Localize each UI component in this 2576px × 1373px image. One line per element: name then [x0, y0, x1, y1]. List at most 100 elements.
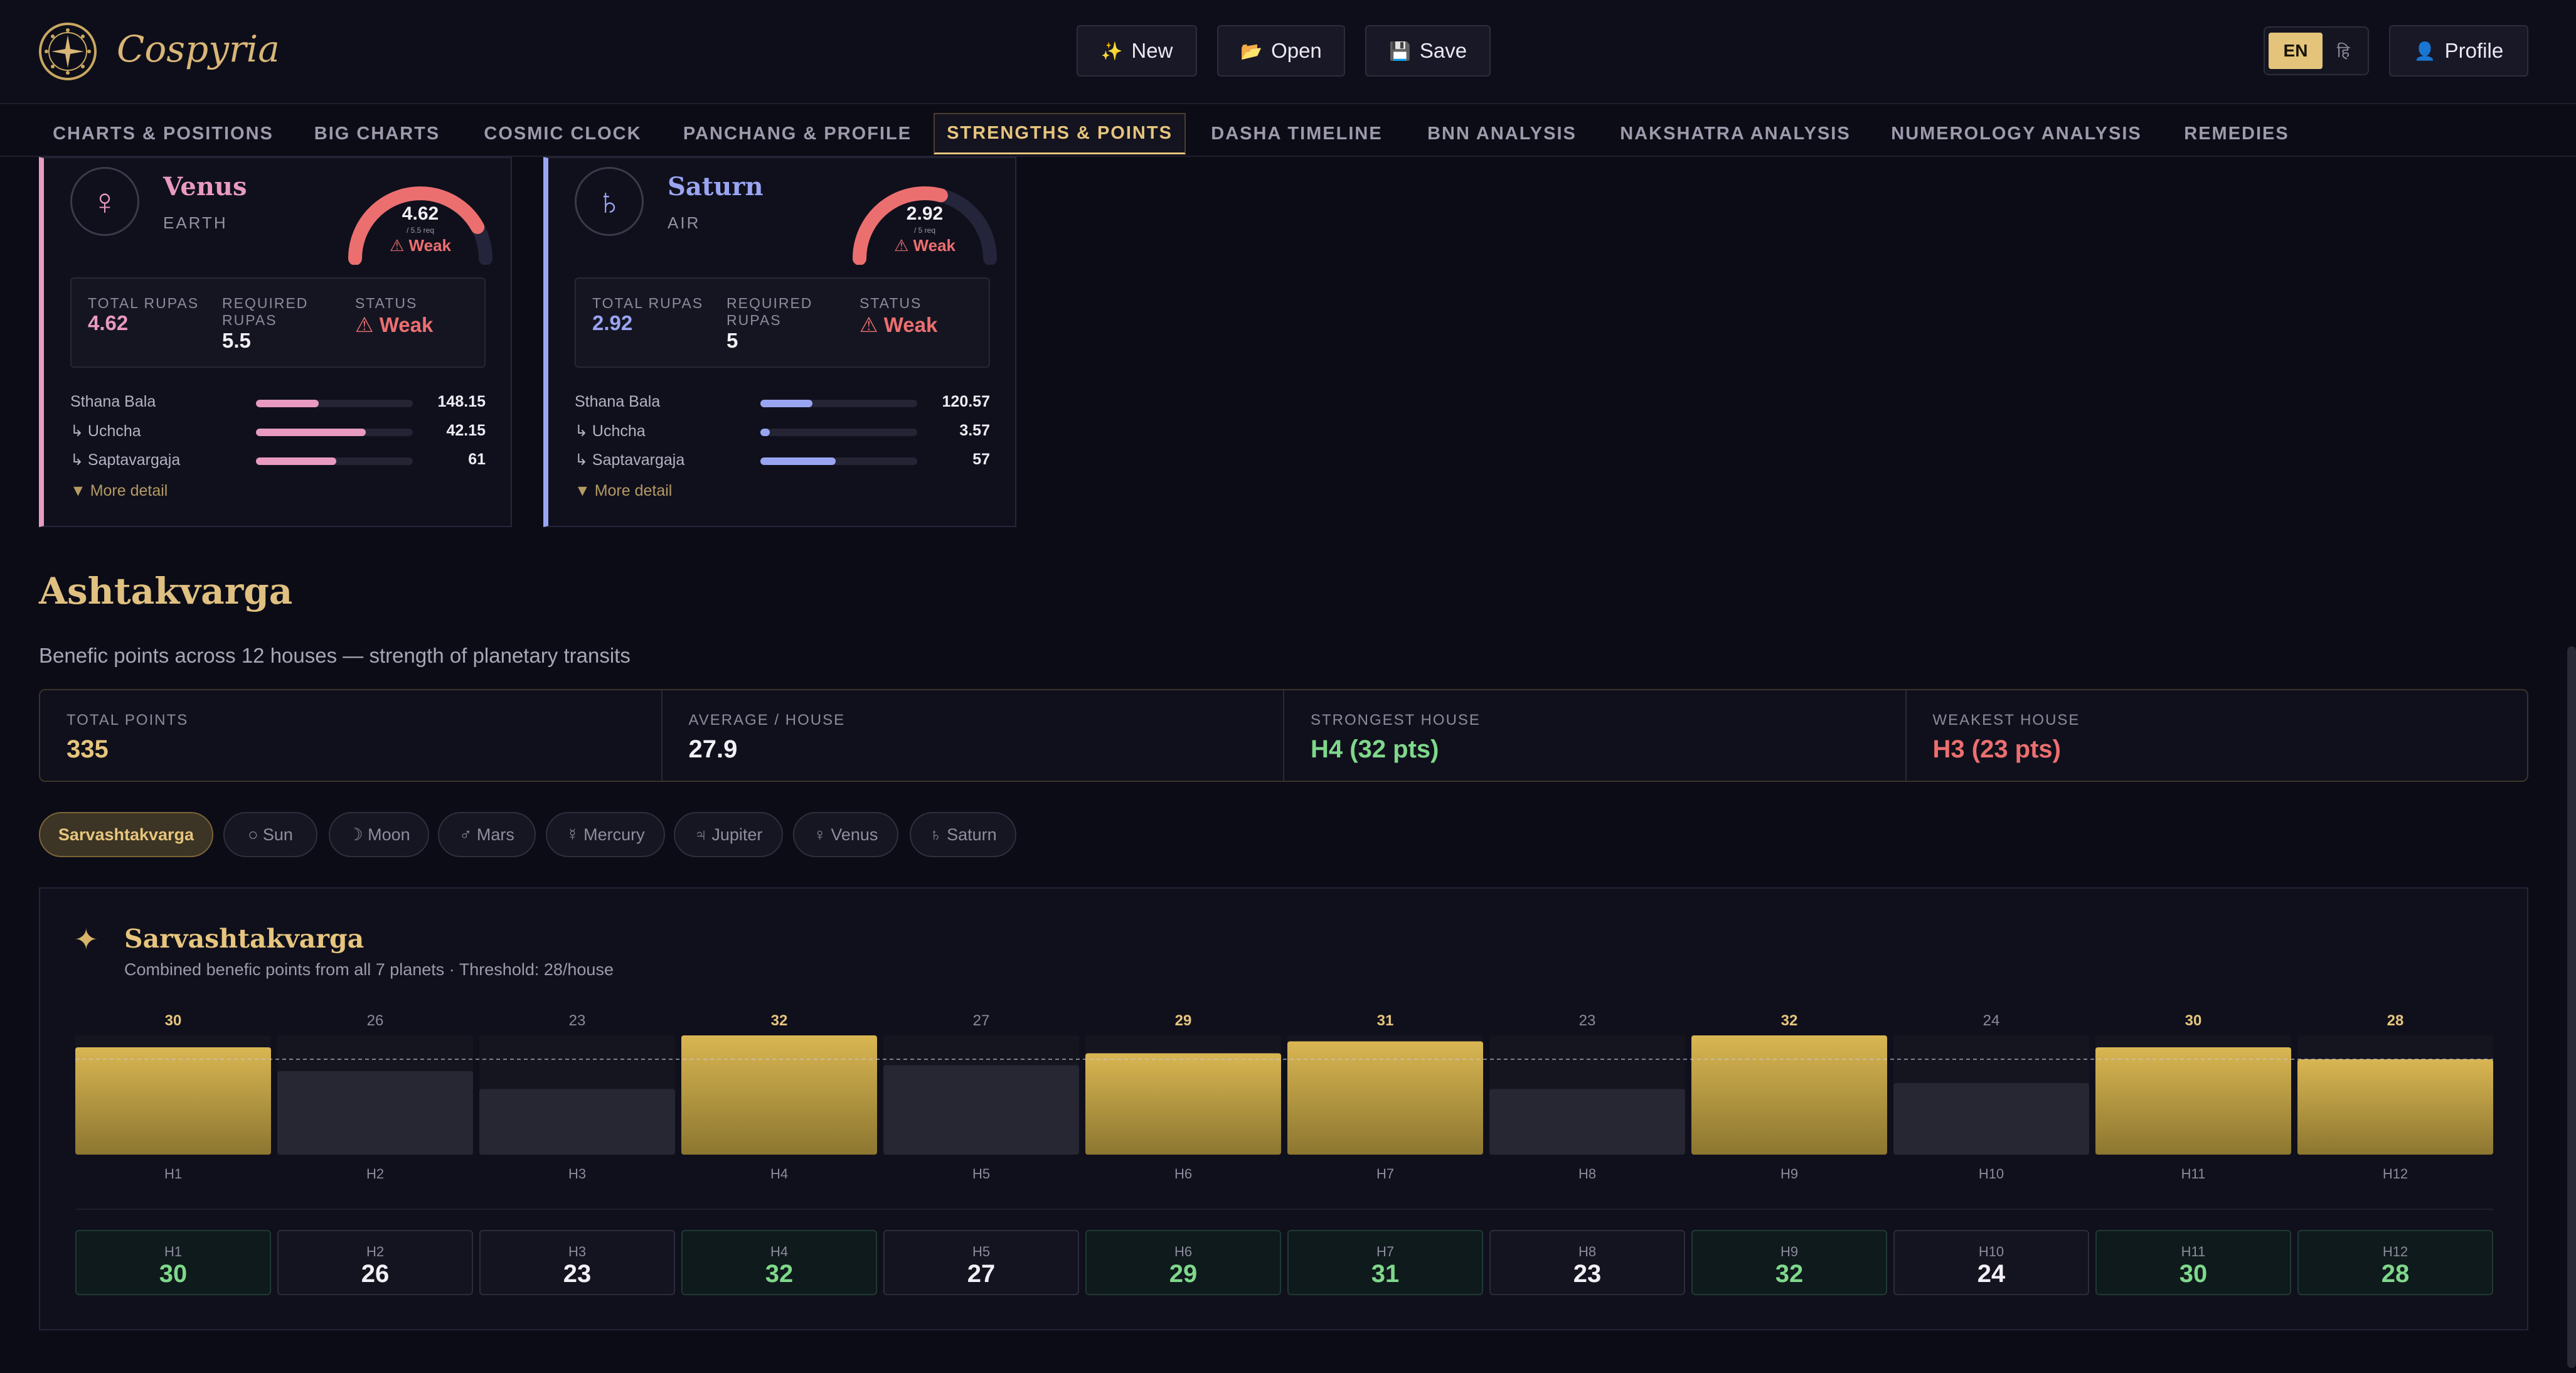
bar-h4 — [681, 1035, 877, 1155]
gauge-sub: / 5 req — [913, 226, 936, 235]
bar-value-label: 27 — [973, 1012, 990, 1029]
bala-row: ↳ Uchcha 3.57 — [575, 418, 990, 447]
sparkle-icon: ✦ — [74, 923, 98, 956]
bar-value-label: 32 — [771, 1012, 788, 1029]
filter-moon[interactable]: ☽ Moon — [329, 812, 429, 857]
house-label: H3 — [568, 1244, 587, 1259]
house-points: 23 — [1573, 1260, 1602, 1288]
total-rupas-label: TOTAL RUPAS — [592, 295, 704, 311]
required-rupas-label: REQUIRED RUPAS — [726, 295, 813, 328]
house-cell[interactable]: H11 30 — [2095, 1230, 2291, 1295]
lang-hi-button[interactable]: हि — [2336, 42, 2350, 61]
house-points: 23 — [563, 1260, 592, 1288]
house-cell[interactable]: H10 24 — [1893, 1230, 2089, 1295]
house-cell[interactable]: H1 30 — [75, 1230, 271, 1295]
bala-row: Sthana Bala 120.57 — [575, 389, 990, 418]
x-tick-label: H9 — [1780, 1166, 1798, 1182]
logo-icon — [39, 23, 97, 80]
tab-bnn-analysis[interactable]: BNN ANALYSIS — [1427, 123, 1577, 144]
tab-remedies[interactable]: REMEDIES — [2184, 123, 2289, 144]
bar-value-label: 30 — [2185, 1012, 2202, 1029]
bar-h5 — [883, 1065, 1079, 1155]
house-points: 24 — [1977, 1260, 2006, 1288]
bala-value: 57 — [972, 451, 990, 468]
scrollbar[interactable] — [2567, 646, 2576, 1368]
filter-sun[interactable]: ○ Sun — [223, 812, 317, 857]
divider — [75, 1209, 2493, 1210]
x-tick-label: H1 — [164, 1166, 182, 1182]
bar-value-label: 24 — [1983, 1012, 2000, 1029]
bala-row: ↳ Saptavargaja 61 — [70, 447, 486, 476]
house-cell[interactable]: H12 28 — [2297, 1230, 2493, 1295]
x-tick-label: H2 — [366, 1166, 384, 1182]
gauge-value: 4.62 — [402, 203, 439, 224]
more-detail-toggle[interactable]: ▼ More detail — [70, 482, 168, 500]
house-cell[interactable]: H4 32 — [681, 1230, 877, 1295]
house-points: 27 — [967, 1260, 996, 1288]
planet-name: Saturn — [668, 172, 764, 201]
house-label: H6 — [1174, 1244, 1193, 1259]
floppy-icon: 💾 — [1388, 41, 1411, 61]
house-label: H11 — [2181, 1244, 2206, 1259]
bar-h2 — [277, 1071, 473, 1155]
chart-subtitle: Combined benefic points from all 7 plane… — [124, 960, 614, 979]
stat-total-points: TOTAL POINTS 335 — [40, 690, 663, 781]
bala-label: ↳ Uchcha — [70, 422, 141, 440]
filter-jupiter[interactable]: ♃ Jupiter — [674, 812, 783, 857]
house-cell[interactable]: H3 23 — [479, 1230, 675, 1295]
x-tick-label: H7 — [1376, 1166, 1394, 1182]
house-cell[interactable]: H7 31 — [1287, 1230, 1483, 1295]
house-label: H9 — [1780, 1244, 1799, 1259]
tab-cosmic-clock[interactable]: COSMIC CLOCK — [484, 123, 642, 144]
bala-value: 42.15 — [446, 422, 486, 439]
bar-value-label: 30 — [165, 1012, 182, 1029]
tab-numerology-analysis[interactable]: NUMEROLOGY ANALYSIS — [1891, 123, 2142, 144]
filter-mercury[interactable]: ☿ Mercury — [546, 812, 665, 857]
ashtak-stats: TOTAL POINTS 335 AVERAGE / HOUSE 27.9 STRO… — [39, 689, 2528, 782]
house-label: H1 — [164, 1244, 183, 1259]
bala-label: ↳ Uchcha — [575, 422, 646, 440]
bala-value: 61 — [468, 451, 486, 468]
bala-value: 120.57 — [942, 393, 990, 410]
open-button[interactable]: 📂 Open — [1217, 25, 1345, 77]
bala-value: 3.57 — [959, 422, 990, 439]
bar-value-label: 23 — [1579, 1012, 1596, 1029]
house-cell[interactable]: H9 32 — [1691, 1230, 1887, 1295]
filter-sarvashtakvarga[interactable]: Sarvashtakvarga — [39, 812, 213, 857]
filter-saturn[interactable]: ♄ Saturn — [910, 812, 1016, 857]
bala-row: ↳ Saptavargaja 57 — [575, 447, 990, 476]
filter-mars[interactable]: ♂ Mars — [438, 812, 536, 857]
house-cell[interactable]: H8 23 — [1489, 1230, 1685, 1295]
bar-value-label: 31 — [1377, 1012, 1394, 1029]
venus-icon: ♀ — [70, 167, 139, 236]
profile-button[interactable]: 👤 Profile — [2389, 25, 2528, 77]
app-name: Cospyria — [117, 28, 280, 70]
bar-h11 — [2095, 1047, 2291, 1155]
new-label: New — [1131, 39, 1173, 62]
tab-dasha-timeline[interactable]: DASHA TIMELINE — [1211, 123, 1383, 144]
tab-nakshatra-analysis[interactable]: NAKSHATRA ANALYSIS — [1620, 123, 1851, 144]
house-cell[interactable]: H2 26 — [277, 1230, 473, 1295]
house-points: 30 — [2179, 1260, 2208, 1288]
house-points: 32 — [765, 1260, 794, 1288]
tab-strengths-points[interactable]: STRENGTHS & POINTS — [934, 113, 1186, 154]
house-label: H5 — [972, 1244, 991, 1259]
new-button[interactable]: ✨ New — [1077, 25, 1197, 77]
house-cell[interactable]: H6 29 — [1085, 1230, 1281, 1295]
bala-label: Sthana Bala — [575, 393, 661, 410]
house-points: 32 — [1775, 1260, 1804, 1288]
status-value: ⚠ Weak — [355, 313, 434, 336]
filter-venus[interactable]: ♀ Venus — [793, 812, 898, 857]
house-bar-chart: 30 H1 26 H2 23 H3 32 H4 27 H5 29 H6 31 H7 23 H8 32 H9 24 H1… — [75, 1012, 2493, 1182]
more-detail-toggle[interactable]: ▼ More detail — [575, 482, 673, 500]
x-tick-label: H11 — [2181, 1166, 2206, 1182]
total-rupas-label: TOTAL RUPAS — [88, 295, 200, 311]
tab-panchang-profile[interactable]: PANCHANG & PROFILE — [683, 123, 912, 144]
tab-big-charts[interactable]: BIG CHARTS — [314, 123, 440, 144]
required-rupas-value: 5 — [726, 329, 738, 352]
lang-en-button[interactable]: EN — [2269, 33, 2323, 69]
save-button[interactable]: 💾 Save — [1365, 25, 1491, 77]
tab-charts-positions[interactable]: CHARTS & POSITIONS — [53, 123, 274, 144]
house-cell[interactable]: H5 27 — [883, 1230, 1079, 1295]
bala-label: ↳ Saptavargaja — [575, 451, 685, 469]
